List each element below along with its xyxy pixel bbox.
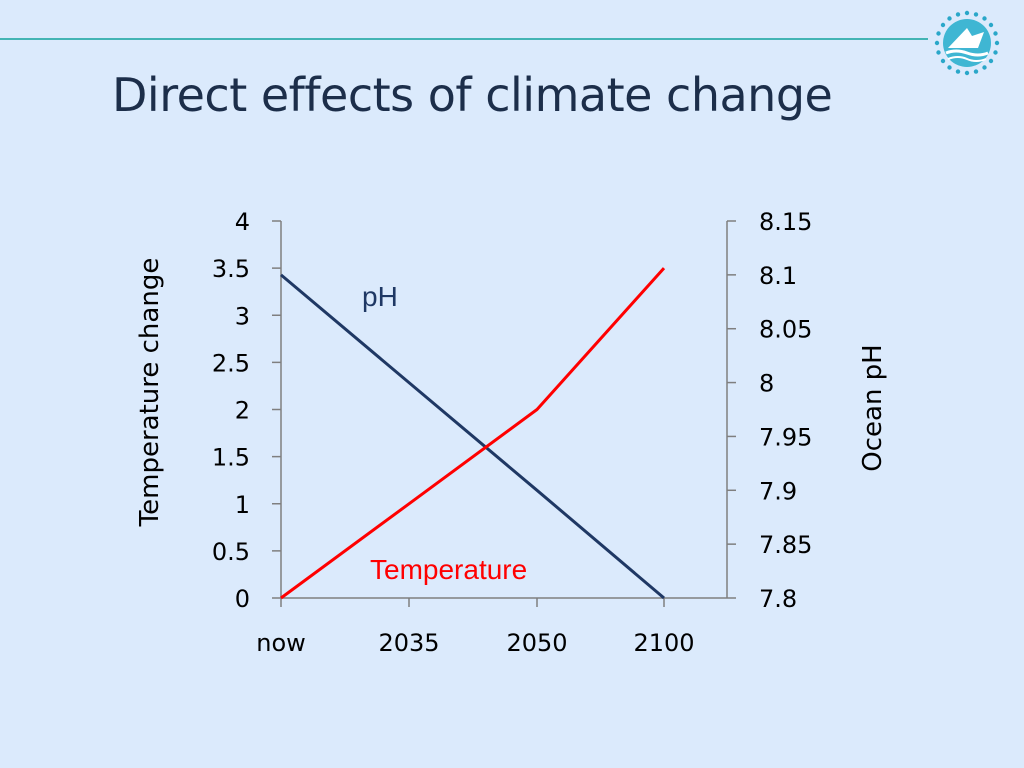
y-left-tick-label: 3.5 [212,255,250,283]
y-left-tick-label: 3 [235,302,250,330]
y-right-tick-label: 8.05 [759,316,812,344]
y-left-tick-label: 1.5 [212,444,250,472]
y-right-tick-label: 8 [759,370,774,398]
y-right-tick-label: 7.9 [759,477,797,505]
y-left-tick-label: 2.5 [212,349,250,377]
y-right-tick-label: 7.95 [759,423,812,451]
ocean-logo-icon [934,10,1000,76]
y-left-tick-label: 0 [235,585,250,613]
series-label-ph: pH [362,281,398,312]
slide-title: Direct effects of climate change [112,68,833,122]
y-left-tick-label: 4 [235,208,250,236]
series-label-temperature: Temperature [370,554,527,585]
y-right-tick-label: 8.1 [759,262,797,290]
x-tick-label: 2100 [633,629,694,657]
y-right-tick-label: 7.85 [759,531,812,559]
header-rule [0,38,928,40]
series-line-temperature [280,267,666,600]
y-right-tick-label: 7.8 [759,585,797,613]
series-line-ph [280,273,665,600]
y-left-tick-label: 1 [235,491,250,519]
x-tick-label: 2050 [506,629,567,657]
y-left-tick-label: 0.5 [212,538,250,566]
y-left-tick-label: 2 [235,397,250,425]
x-tick-label: 2035 [378,629,439,657]
y-axis-right-title: Ocean pH [858,344,888,472]
x-tick-label: now [256,629,306,657]
y-right-tick-label: 8.15 [759,208,812,236]
y-axis-left-title: Temperature change [135,258,165,528]
